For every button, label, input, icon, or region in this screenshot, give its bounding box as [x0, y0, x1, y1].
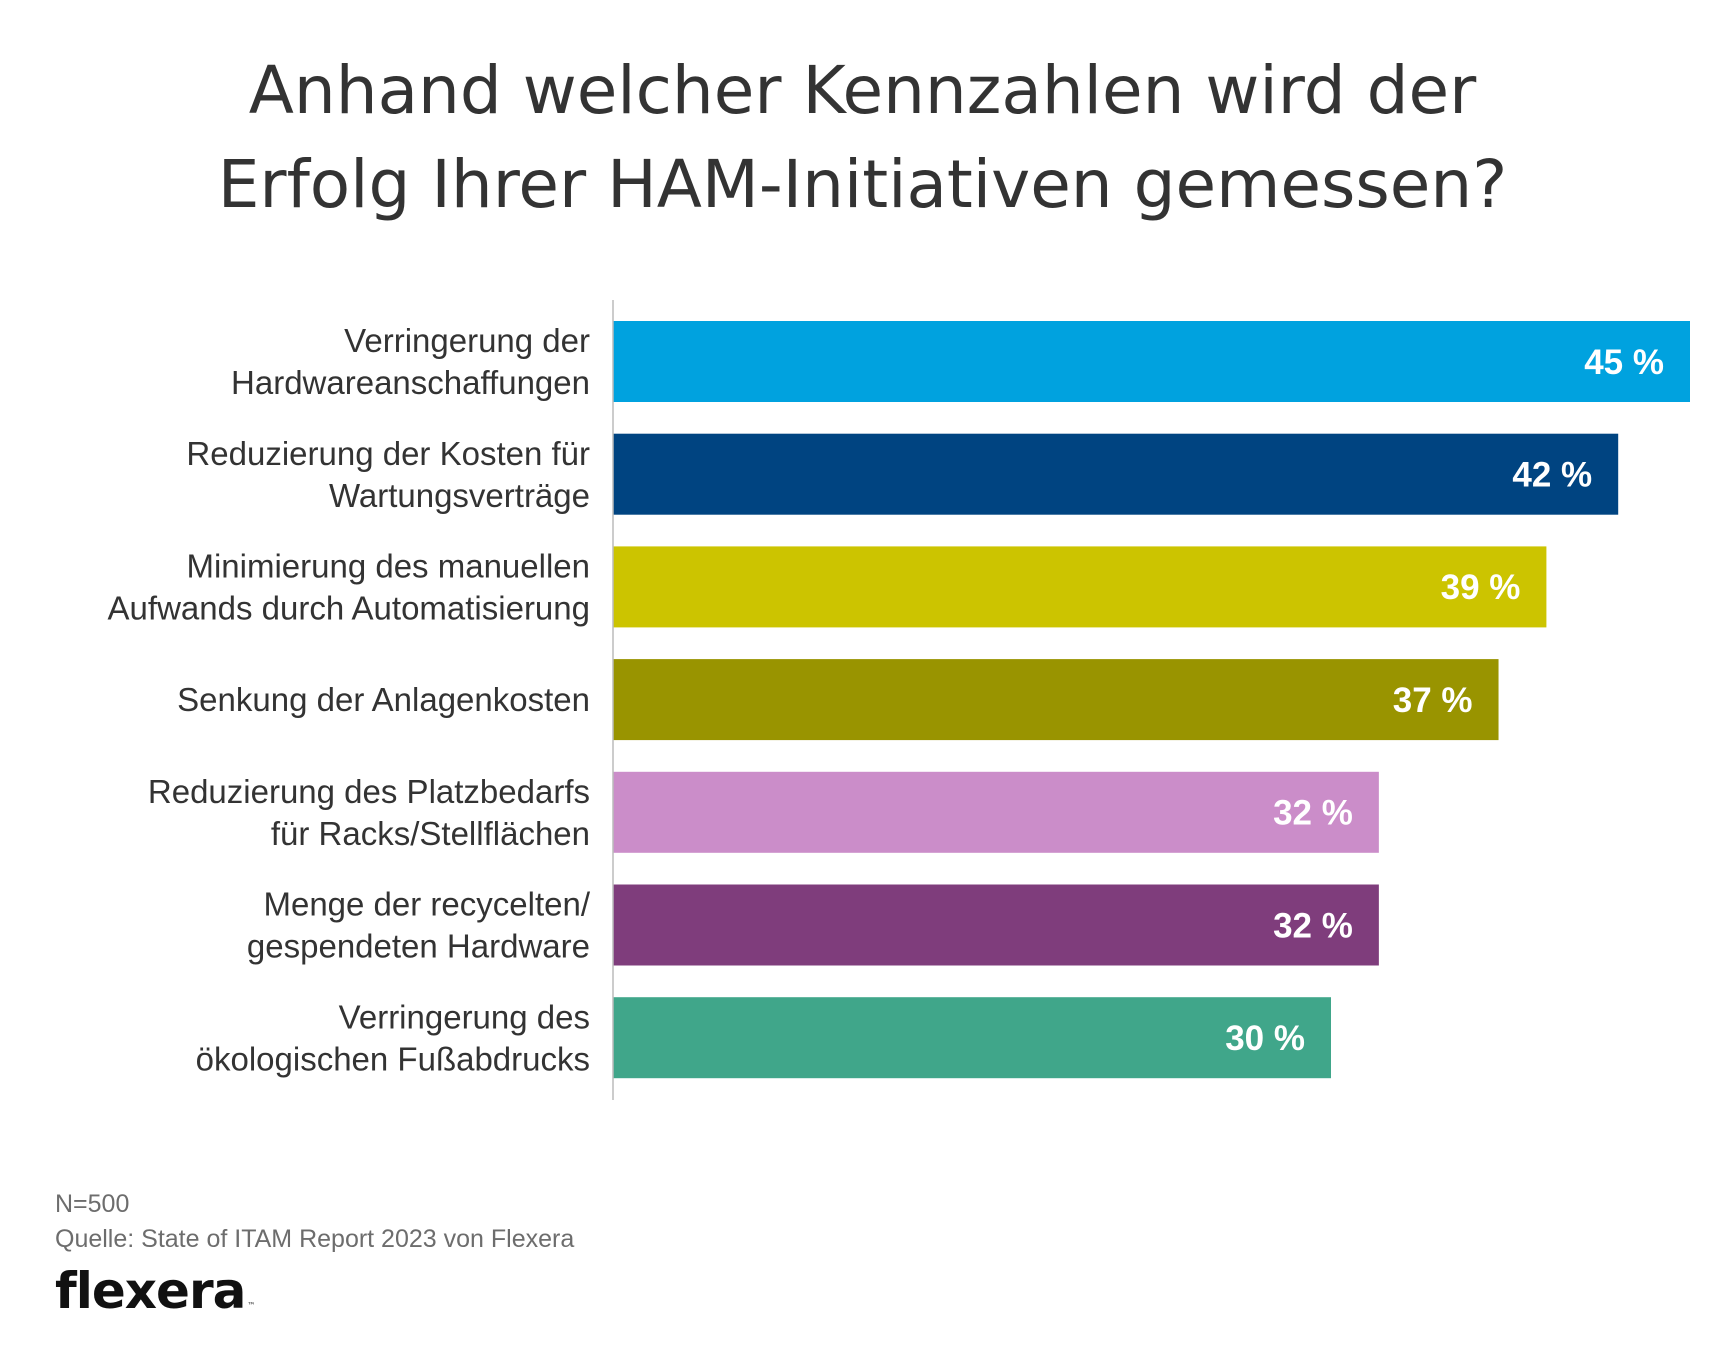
- category-label-6-line-1: Menge der recycelten/: [263, 886, 590, 923]
- category-label-2-line-1: Reduzierung der Kosten für: [186, 435, 590, 472]
- logo-trademark: ™: [247, 1301, 256, 1310]
- bar-value-label-3: 39 %: [1441, 568, 1521, 607]
- flexera-logo: flexera ™: [55, 1262, 255, 1320]
- category-label-7-line-2: ökologischen Fußabdrucks: [196, 1040, 590, 1077]
- bar-5: [613, 771, 1379, 853]
- category-label-2-line-2: Wartungsverträge: [329, 477, 590, 514]
- bar-value-label-2: 42 %: [1512, 455, 1592, 494]
- chart-title: Anhand welcher Kennzahlen wird der Erfol…: [0, 44, 1725, 232]
- category-label-1-line-2: Hardwareanschaffungen: [231, 364, 590, 401]
- source-note: Quelle: State of ITAM Report 2023 von Fl…: [55, 1225, 575, 1253]
- category-label-6-line-2: gespendeten Hardware: [247, 928, 590, 965]
- bar-value-label-4: 37 %: [1393, 681, 1473, 720]
- category-label-5-line-1: Reduzierung des Platzbedarfs: [148, 773, 590, 810]
- bar-1: [613, 321, 1690, 402]
- bar-value-label-6: 32 %: [1273, 906, 1353, 945]
- category-label-3-line-2: Aufwands durch Automatisierung: [108, 589, 590, 626]
- bar-value-label-1: 45 %: [1584, 343, 1664, 382]
- chart-title-line-2: Erfolg Ihrer HAM-Initiativen gemessen?: [217, 146, 1508, 223]
- chart-title-line-1: Anhand welcher Kennzahlen wird der: [248, 52, 1477, 129]
- sample-size-note: N=500: [55, 1190, 130, 1218]
- bar-value-label-5: 32 %: [1273, 794, 1353, 833]
- bar-6: [613, 884, 1379, 966]
- category-label-5-line-2: für Racks/Stellflächen: [271, 815, 590, 852]
- bar-4: [613, 659, 1499, 741]
- category-label-7-line-1: Verringerung des: [339, 998, 590, 1035]
- category-label-4-line-1: Senkung der Anlagenkosten: [177, 681, 590, 718]
- bar-7: [613, 997, 1331, 1079]
- category-label-3-line-1: Minimierung des manuellen: [186, 547, 590, 584]
- bar-3: [613, 546, 1547, 628]
- bar-2: [613, 433, 1619, 515]
- bar-value-label-7: 30 %: [1225, 1019, 1305, 1058]
- logo-wordmark: flexera: [55, 1262, 246, 1320]
- category-label-1-line-1: Verringerung der: [344, 322, 590, 359]
